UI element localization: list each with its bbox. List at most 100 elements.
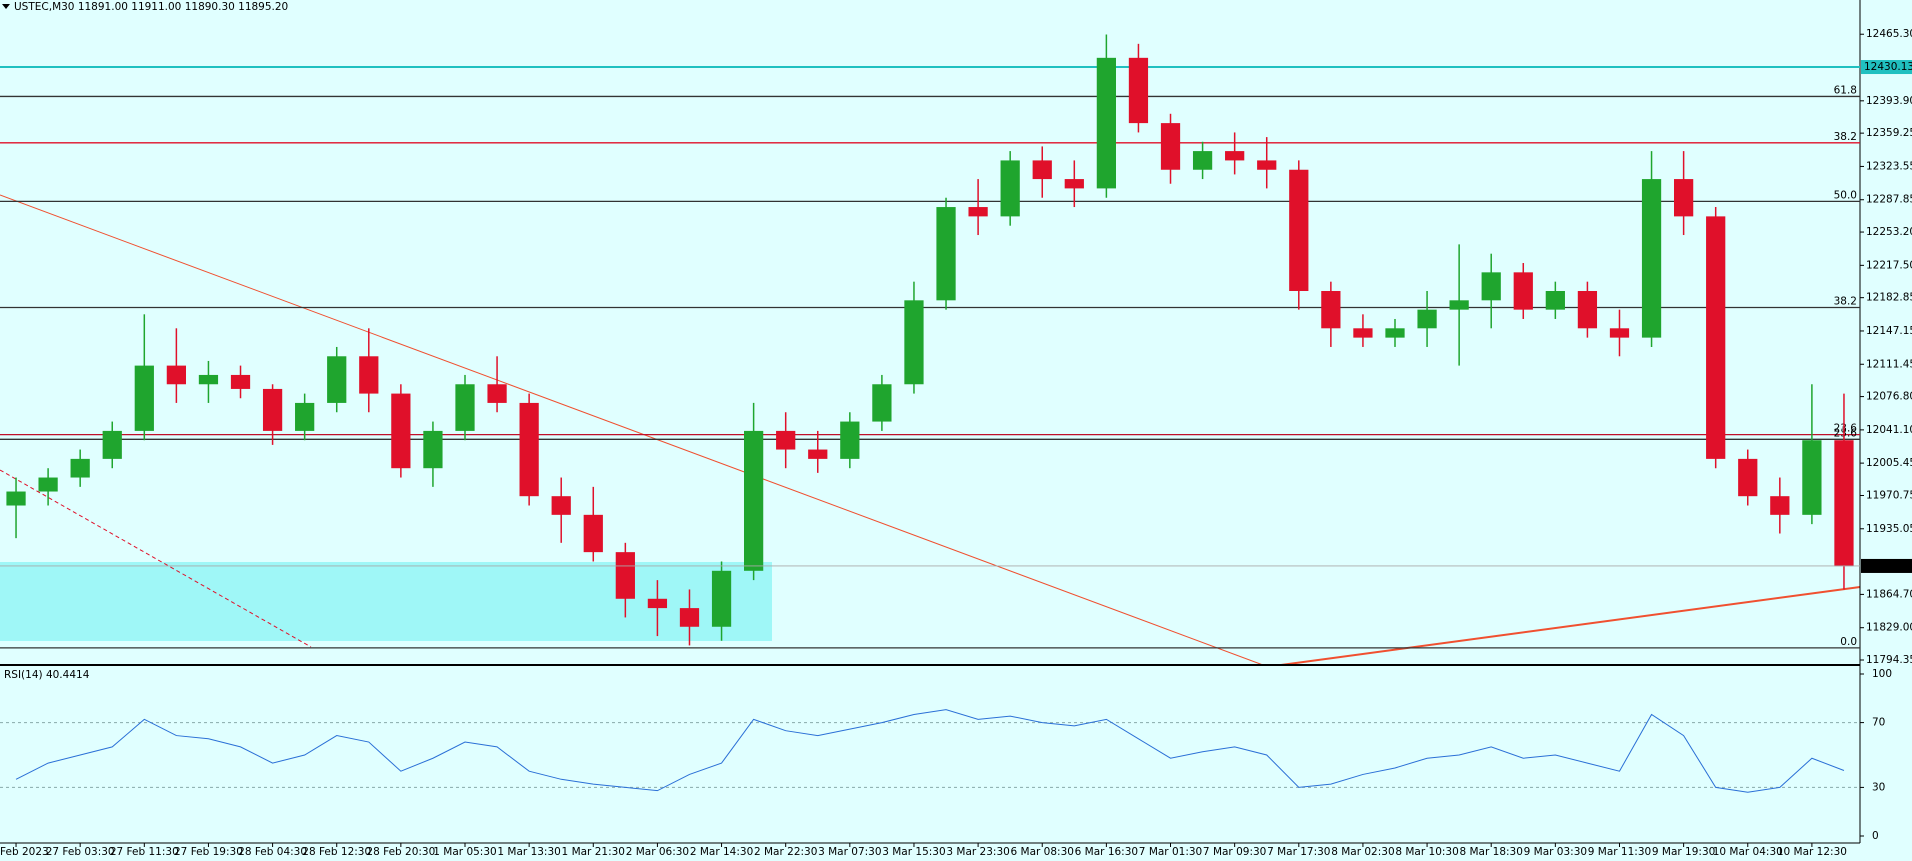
x-tick-label: 8 Mar 18:30 bbox=[1459, 846, 1522, 858]
y-tick-label: 12147.15 bbox=[1866, 325, 1912, 337]
x-tick-label: 10 Mar 12:30 bbox=[1777, 846, 1847, 858]
candle-body bbox=[1385, 328, 1405, 338]
y-tick-label: 12253.20 bbox=[1866, 226, 1912, 238]
candle-body bbox=[1225, 151, 1245, 161]
candle-body bbox=[968, 207, 988, 217]
x-tick-label: 3 Mar 07:30 bbox=[818, 846, 881, 858]
x-tick-label: 24 Feb 2023 bbox=[0, 846, 49, 858]
candle-body bbox=[551, 496, 571, 515]
candle-body bbox=[1609, 328, 1630, 338]
y-tick-label: 12393.90 bbox=[1866, 95, 1912, 107]
rsi-tick-label: 100 bbox=[1872, 668, 1892, 680]
chart-title: USTEC,M30 11891.00 11911.00 11890.30 118… bbox=[14, 1, 288, 13]
trendline bbox=[1280, 586, 1861, 666]
candle-body bbox=[936, 207, 956, 301]
candle-body bbox=[519, 402, 539, 497]
candle-body bbox=[872, 384, 892, 422]
x-tick-label: 2 Mar 14:30 bbox=[690, 846, 753, 858]
rsi-tick-label: 70 bbox=[1872, 717, 1885, 729]
candle-body bbox=[295, 402, 315, 431]
candle-body bbox=[455, 384, 475, 431]
y-tick-label: 11829.00 bbox=[1866, 622, 1912, 634]
candle-body bbox=[1641, 179, 1662, 338]
x-tick-label: 6 Mar 16:30 bbox=[1075, 846, 1138, 858]
x-tick-label: 2 Mar 06:30 bbox=[626, 846, 689, 858]
candle-body bbox=[1449, 300, 1469, 310]
x-tick-label: 9 Mar 03:30 bbox=[1524, 846, 1587, 858]
candle-body bbox=[1096, 57, 1116, 189]
rsi-line bbox=[15, 709, 1845, 793]
candle-body bbox=[744, 430, 764, 571]
candle-body bbox=[198, 374, 219, 385]
rsi-tick-label: 30 bbox=[1872, 781, 1885, 793]
current-price-badge bbox=[1861, 558, 1912, 573]
candle-body bbox=[1128, 57, 1149, 124]
candle-body bbox=[583, 514, 603, 553]
candle-body bbox=[840, 421, 860, 459]
fib-label: 38.2 bbox=[1834, 131, 1857, 143]
menu-triangle[interactable] bbox=[2, 4, 10, 9]
candle-body bbox=[1160, 123, 1181, 170]
x-tick-label: 3 Mar 15:30 bbox=[882, 846, 945, 858]
y-tick-label: 11794.35 bbox=[1866, 654, 1912, 666]
x-tick-label: 27 Feb 11:30 bbox=[110, 846, 179, 858]
candle-body bbox=[1000, 160, 1020, 217]
zone bbox=[0, 562, 772, 641]
y-tick-label: 11864.70 bbox=[1866, 588, 1912, 600]
candle-body bbox=[1513, 272, 1533, 310]
candle-body bbox=[262, 388, 283, 431]
rsi-title: RSI(14) 40.4414 bbox=[4, 669, 90, 681]
candle-body bbox=[1289, 169, 1309, 291]
y-tick-label: 12041.10 bbox=[1866, 424, 1912, 436]
rsi-tick-label: 0 bbox=[1872, 830, 1879, 842]
candle-body bbox=[1481, 272, 1501, 301]
x-tick-label: 9 Mar 19:30 bbox=[1652, 846, 1715, 858]
candle-body bbox=[615, 552, 635, 599]
y-tick-label: 12287.85 bbox=[1866, 194, 1912, 206]
candle-body bbox=[1321, 290, 1341, 329]
x-tick-label: 28 Feb 20:30 bbox=[366, 846, 435, 858]
y-tick-label: 12005.45 bbox=[1866, 457, 1912, 469]
candle-body bbox=[1706, 216, 1726, 459]
fib-label: 61.8 bbox=[1834, 84, 1857, 96]
candle-body bbox=[647, 598, 668, 609]
candle-body bbox=[6, 491, 26, 506]
candle-body bbox=[1353, 328, 1373, 338]
y-tick-label: 12217.50 bbox=[1866, 259, 1912, 271]
x-tick-label: 10 Mar 04:30 bbox=[1713, 846, 1783, 858]
x-tick-label: 8 Mar 10:30 bbox=[1395, 846, 1458, 858]
x-tick-label: 7 Mar 01:30 bbox=[1139, 846, 1202, 858]
fib-label: 23.6 bbox=[1834, 423, 1858, 435]
y-tick-label: 12182.85 bbox=[1866, 292, 1912, 304]
candle-body bbox=[70, 458, 90, 478]
x-tick-label: 1 Mar 05:30 bbox=[433, 846, 496, 858]
x-tick-label: 3 Mar 23:30 bbox=[946, 846, 1009, 858]
x-tick-label: 27 Feb 03:30 bbox=[46, 846, 115, 858]
candle-body bbox=[327, 356, 347, 403]
x-tick-label: 7 Mar 09:30 bbox=[1203, 846, 1266, 858]
y-tick-label: 12111.45 bbox=[1866, 358, 1912, 370]
y-tick-label: 12076.80 bbox=[1866, 391, 1912, 403]
candle-body bbox=[1577, 290, 1598, 329]
current-price-label: 11895.20 bbox=[1864, 560, 1912, 572]
fib-label: 23.6 bbox=[1834, 427, 1858, 439]
candle-body bbox=[1770, 496, 1790, 515]
highlight-label: 12430.13 bbox=[1864, 61, 1912, 73]
x-tick-label: 27 Feb 19:30 bbox=[174, 846, 243, 858]
y-tick-label: 11935.05 bbox=[1866, 523, 1912, 535]
candle-body bbox=[808, 449, 828, 459]
y-tick-label: 12323.55 bbox=[1866, 160, 1912, 172]
fib-label: 38.2 bbox=[1834, 296, 1857, 308]
highlight-badge bbox=[1861, 60, 1912, 75]
candle-body bbox=[391, 393, 411, 469]
candle-body bbox=[1738, 458, 1758, 497]
x-tick-label: 28 Feb 12:30 bbox=[302, 846, 371, 858]
candle-body bbox=[134, 365, 154, 431]
candle-body bbox=[230, 374, 251, 389]
candle-body bbox=[904, 300, 924, 385]
candle-body bbox=[1674, 179, 1694, 217]
y-tick-label: 11970.75 bbox=[1866, 489, 1912, 501]
